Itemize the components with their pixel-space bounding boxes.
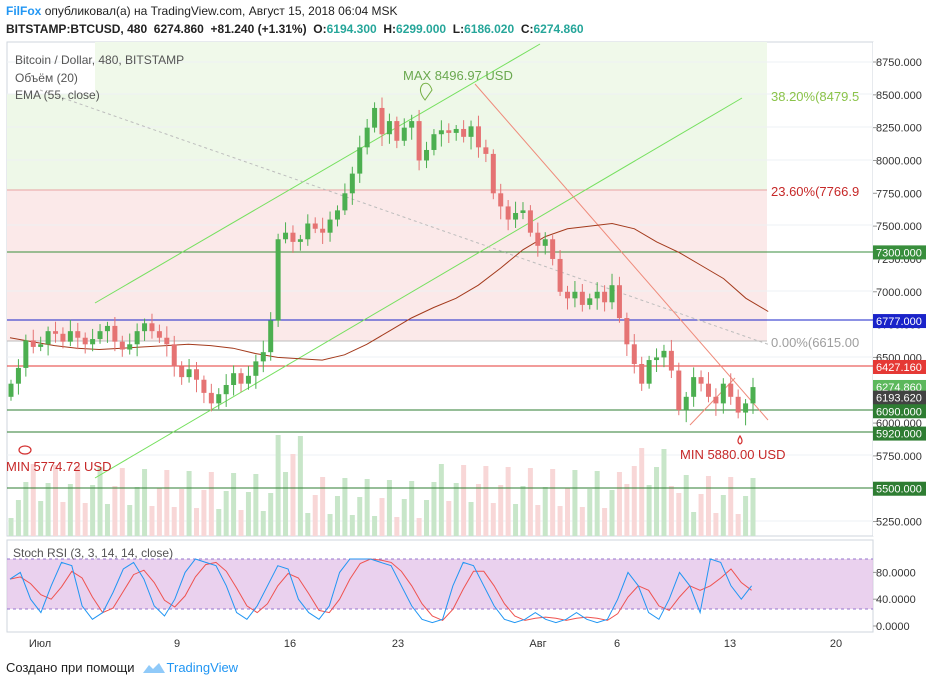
price-tick-label: 8500.000 — [876, 90, 922, 102]
time-axis[interactable]: Июл 9 16 23 Авг 6 13 20 — [7, 631, 873, 650]
max-marker-icon — [419, 82, 433, 101]
open-label: O: — [313, 22, 327, 36]
price-axis[interactable]: 8750.000 8500.000 8250.000 8000.000 7750.000… — [873, 42, 939, 536]
price-badge — [873, 314, 926, 329]
footer: Создано при помощи TradingView — [6, 660, 238, 675]
price-tick-label: 8000.000 — [876, 155, 922, 167]
downtrend-line[interactable] — [474, 83, 769, 421]
price-tick-label: 7750.000 — [876, 188, 922, 200]
price-tick-label: 5250.000 — [876, 517, 922, 529]
stoch-k-line — [9, 558, 752, 624]
author-link[interactable]: FilFox — [6, 4, 42, 18]
symbol-label: BITSTAMP:BTCUSD, 480 — [6, 22, 148, 36]
price-tick-label: 8750.000 — [876, 57, 922, 69]
price-badge-label: 6427.160 — [876, 362, 922, 374]
time-tick-label: 13 — [724, 638, 736, 650]
min-label-2[interactable]: MIN 5880.00 USD — [680, 447, 786, 462]
price-badge-label: 5500.000 — [876, 484, 922, 496]
price-badge — [873, 481, 926, 496]
time-tick-label: 9 — [174, 638, 180, 650]
publish-info: FilFox опубликовал(а) на TradingView.com… — [6, 4, 398, 18]
stoch-tick-label: 80.0000 — [876, 567, 916, 579]
price-badge — [873, 359, 926, 374]
legend-volume: Объём (20) — [15, 71, 78, 85]
high-label: H: — [383, 22, 397, 36]
price-tick-label: 8250.000 — [876, 123, 922, 135]
legend-stoch: Stoch RSI (3, 3, 14, 14, close) — [13, 546, 173, 560]
stoch-pane[interactable]: Stoch RSI (3, 3, 14, 14, close) — [6, 539, 874, 633]
price-badge — [873, 404, 926, 419]
chart-canvas[interactable]: Bitcoin / Dollar, 480, BITSTAMP Объём (2… — [0, 0, 939, 660]
min-label-1[interactable]: MIN 5774.72 USD — [6, 459, 112, 474]
price-badge-label: 6090.000 — [876, 406, 922, 418]
candlesticks — [8, 97, 756, 426]
stoch-axis[interactable]: 80.0000 40.0000 0.0000 — [873, 567, 916, 633]
min-marker-2-icon — [737, 434, 743, 445]
channel-lower[interactable] — [94, 97, 743, 479]
time-tick-label: 16 — [284, 638, 296, 650]
tradingview-logo-icon — [142, 662, 165, 673]
small-trendline[interactable] — [689, 377, 736, 426]
stoch-tick-label: 40.0000 — [876, 594, 916, 606]
price-badge — [873, 426, 926, 441]
tradingview-link[interactable]: TradingView — [141, 660, 239, 675]
low-value: 6186.020 — [464, 22, 515, 36]
channel-upper[interactable] — [94, 43, 541, 304]
time-tick-label: Авг — [529, 638, 546, 650]
created-with: Создано при помощи — [6, 660, 135, 675]
open-value: 6194.300 — [326, 22, 377, 36]
tradingview-text: TradingView — [166, 660, 239, 675]
main-pane[interactable]: Bitcoin / Dollar, 480, BITSTAMP Объём (2… — [6, 41, 874, 537]
price-badge — [873, 390, 926, 405]
price-tick-label: 7000.000 — [876, 287, 922, 299]
ohlc-header: BITSTAMP:BTCUSD, 480 6274.860 +81.240 (+… — [6, 22, 584, 36]
price-badge — [873, 245, 926, 260]
price-badge-label: 6193.620 — [876, 393, 922, 405]
close-value: 6274.860 — [533, 22, 584, 36]
fib-0-label: 0.00%(6615.00 — [771, 335, 859, 350]
price-badge-label: 6777.000 — [876, 316, 922, 328]
time-tick-label: Июл — [29, 638, 51, 650]
publish-text: опубликовал(а) на TradingView.com, Авгус… — [44, 4, 398, 18]
fib-382-label: 38.20%(8479.5 — [771, 89, 859, 104]
time-tick-label: 6 — [614, 638, 620, 650]
fib-zone-382 — [7, 94, 767, 190]
price-tick-label: 7500.000 — [876, 221, 922, 233]
stoch-tick-label: 0.0000 — [876, 621, 910, 633]
fib-zone-236 — [7, 190, 767, 341]
price-badge-label: 7300.000 — [876, 247, 922, 259]
price-badge-label: 5920.000 — [876, 429, 922, 441]
dotted-trendline[interactable] — [39, 89, 771, 346]
low-label: L: — [452, 22, 465, 36]
volume-bars — [8, 435, 756, 536]
close-label: C: — [520, 22, 534, 36]
price-badges: 7300.0006777.0006427.1606274.8606193.620… — [873, 245, 926, 496]
stoch-d-line — [9, 558, 752, 621]
legend-main: Bitcoin / Dollar, 480, BITSTAMP — [15, 53, 184, 67]
fib-236-label: 23.60%(7766.9 — [771, 184, 859, 199]
time-tick-label: 23 — [392, 638, 404, 650]
min-marker-icon — [18, 445, 32, 455]
high-value: 6299.000 — [396, 22, 447, 36]
max-label[interactable]: MAX 8496.97 USD — [403, 68, 513, 83]
fib-zone-top — [95, 42, 767, 94]
price-tick-label: 5750.000 — [876, 451, 922, 463]
price-badge — [873, 379, 926, 394]
price-change: +81.240 (+1.31%) — [210, 22, 307, 36]
time-tick-label: 20 — [830, 638, 842, 650]
legend-ema: EMA (55, close) — [15, 88, 100, 102]
last-price: 6274.860 — [153, 22, 204, 36]
ema-line — [9, 222, 769, 361]
stoch-band — [7, 559, 873, 609]
